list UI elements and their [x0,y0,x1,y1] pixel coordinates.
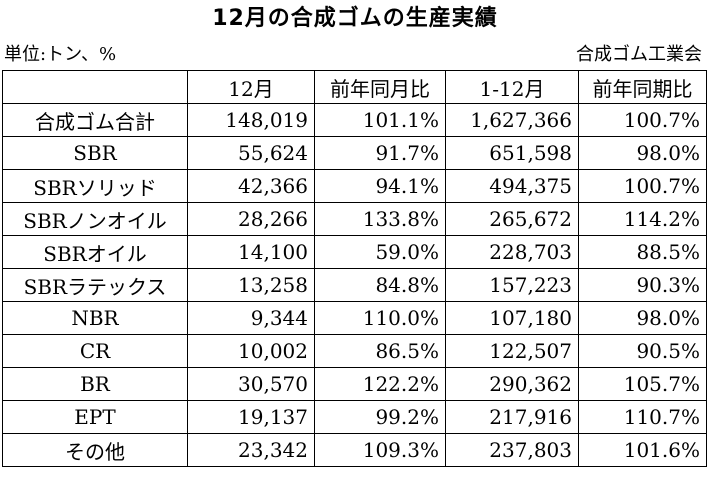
table-body: 合成ゴム合計 148,019 101.1% 1,627,366 100.7% SBR 55,… [2,103,707,467]
product-name-cell: NBR [2,301,188,335]
product-name-cell: SBRオイル [2,235,188,269]
yoy-month-ratio-cell: 91.7% [314,136,446,170]
jan-dec-volume-cell: 265,672 [445,202,579,236]
yoy-month-ratio-cell: 101.1% [314,103,446,137]
december-volume-cell: 42,366 [187,169,315,203]
yoy-period-ratio-cell: 98.0% [578,136,707,170]
december-volume-cell: 13,258 [187,268,315,302]
yoy-month-ratio-cell: 84.8% [314,268,446,302]
jan-dec-volume-cell: 217,916 [445,400,579,434]
product-name-cell: SBRノンオイル [2,202,188,236]
yoy-month-ratio-cell: 133.8% [314,202,446,236]
product-name-cell: SBR [2,136,188,170]
product-name-cell: その他 [2,433,188,467]
jan-dec-volume-cell: 237,803 [445,433,579,467]
page-title: 12月の合成ゴムの生産実績 [212,6,498,31]
december-volume-cell: 28,266 [187,202,315,236]
december-volume-cell: 9,344 [187,301,315,335]
table-row: NBR 9,344 110.0% 107,180 98.0% [2,301,707,335]
yoy-month-ratio-cell: 99.2% [314,400,446,434]
yoy-month-ratio-cell: 59.0% [314,235,446,269]
product-name-cell: 合成ゴム合計 [2,103,188,137]
source-label: 合成ゴム工業会 [576,44,702,65]
yoy-period-ratio-cell: 110.7% [578,400,707,434]
yoy-month-ratio-cell: 122.2% [314,367,446,401]
product-name-cell: SBRソリッド [2,169,188,203]
jan-dec-volume-cell: 1,627,366 [445,103,579,137]
product-name-cell: BR [2,367,188,401]
table-row: SBRソリッド 42,366 94.1% 494,375 100.7% [2,169,707,203]
jan-dec-volume-cell: 494,375 [445,169,579,203]
production-table: 12月 前年同月比 1-12月 前年同期比 合成ゴム合計 148,019 101.1… [2,70,707,467]
jan-dec-volume-cell: 157,223 [445,268,579,302]
jan-dec-volume-cell: 228,703 [445,235,579,269]
yoy-period-ratio-cell: 100.7% [578,103,707,137]
december-volume-cell: 19,137 [187,400,315,434]
yoy-period-ratio-cell: 101.6% [578,433,707,467]
jan-dec-volume-cell: 290,362 [445,367,579,401]
table-row: 合成ゴム合計 148,019 101.1% 1,627,366 100.7% [2,103,707,137]
product-name-cell: SBRラテックス [2,268,188,302]
december-volume-cell: 148,019 [187,103,315,137]
header-cell-yoy-month: 前年同月比 [314,70,446,104]
jan-dec-volume-cell: 122,507 [445,334,579,368]
table-row: SBRオイル 14,100 59.0% 228,703 88.5% [2,235,707,269]
december-volume-cell: 55,624 [187,136,315,170]
table-row: SBRノンオイル 28,266 133.8% 265,672 114.2% [2,202,707,236]
december-volume-cell: 23,342 [187,433,315,467]
jan-dec-volume-cell: 107,180 [445,301,579,335]
yoy-period-ratio-cell: 90.5% [578,334,707,368]
yoy-period-ratio-cell: 98.0% [578,301,707,335]
yoy-month-ratio-cell: 86.5% [314,334,446,368]
product-name-cell: EPT [2,400,188,434]
yoy-month-ratio-cell: 109.3% [314,433,446,467]
yoy-period-ratio-cell: 90.3% [578,268,707,302]
yoy-month-ratio-cell: 94.1% [314,169,446,203]
yoy-period-ratio-cell: 88.5% [578,235,707,269]
unit-label: 単位:トン、% [4,44,117,65]
yoy-period-ratio-cell: 114.2% [578,202,707,236]
header-cell-december: 12月 [187,70,315,104]
yoy-period-ratio-cell: 105.7% [578,367,707,401]
header-cell-jan-dec: 1-12月 [445,70,579,104]
table-row: その他 23,342 109.3% 237,803 101.6% [2,433,707,467]
product-name-cell: CR [2,334,188,368]
table-header: 12月 前年同月比 1-12月 前年同期比 [2,70,707,104]
header-cell-category [2,70,188,104]
table-row: SBR 55,624 91.7% 651,598 98.0% [2,136,707,170]
table-row: EPT 19,137 99.2% 217,916 110.7% [2,400,707,434]
header-row: 12月 前年同月比 1-12月 前年同期比 [2,70,707,104]
jan-dec-volume-cell: 651,598 [445,136,579,170]
yoy-period-ratio-cell: 100.7% [578,169,707,203]
table-row: SBRラテックス 13,258 84.8% 157,223 90.3% [2,268,707,302]
table-row: BR 30,570 122.2% 290,362 105.7% [2,367,707,401]
yoy-month-ratio-cell: 110.0% [314,301,446,335]
december-volume-cell: 10,002 [187,334,315,368]
header-cell-yoy-period: 前年同期比 [578,70,707,104]
december-volume-cell: 30,570 [187,367,315,401]
december-volume-cell: 14,100 [187,235,315,269]
table-row: CR 10,002 86.5% 122,507 90.5% [2,334,707,368]
